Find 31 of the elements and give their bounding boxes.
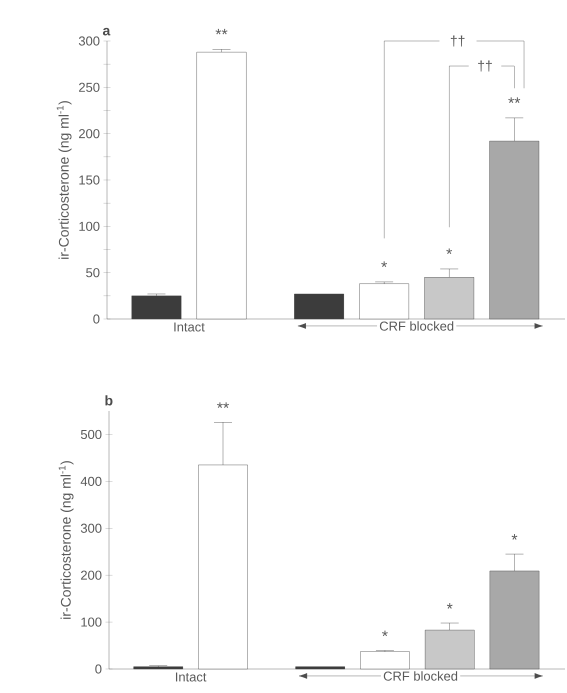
- y-tick-label: 150: [79, 175, 100, 185]
- y-tick-label: 300: [78, 36, 100, 46]
- y-tick-label: 300: [80, 524, 102, 533]
- annotation: *: [446, 603, 453, 609]
- y-tick-label: 100: [79, 222, 100, 231]
- text: CRF blocked: [380, 321, 454, 331]
- y-axis-title: ir-Corticosterone (ng ml$^{-1}$): [58, 461, 74, 619]
- y-tick-label: 250: [79, 82, 100, 92]
- y-tick-label: 50: [86, 268, 100, 278]
- y-tick-label: 0: [93, 314, 100, 324]
- text: **: [216, 28, 228, 34]
- y-tick-label: 100: [81, 618, 102, 627]
- annotation: ††: [450, 35, 464, 47]
- chart-title: a: [102, 28, 110, 36]
- y-axis-title: ir-Corticosterone (ng ml$^{-1}$): [56, 101, 72, 259]
- annotation: *: [381, 261, 387, 268]
- text: CRF blocked: [384, 671, 458, 681]
- y-tick-label: 500: [80, 430, 102, 440]
- annotation: *: [382, 630, 388, 636]
- y-tick-label: 0: [95, 664, 102, 674]
- y-tick-label: 400: [80, 476, 102, 486]
- chart-title: b: [105, 395, 112, 406]
- text: Intact: [174, 322, 205, 332]
- y-tick-label: 200: [79, 129, 100, 138]
- y-tick-label: 200: [81, 570, 102, 580]
- annotation: ††: [478, 60, 492, 72]
- text: **: [217, 402, 229, 408]
- annotation: *: [512, 534, 518, 540]
- annotation: **: [508, 97, 520, 103]
- text: Intact: [176, 672, 206, 682]
- annotation: *: [446, 248, 452, 254]
